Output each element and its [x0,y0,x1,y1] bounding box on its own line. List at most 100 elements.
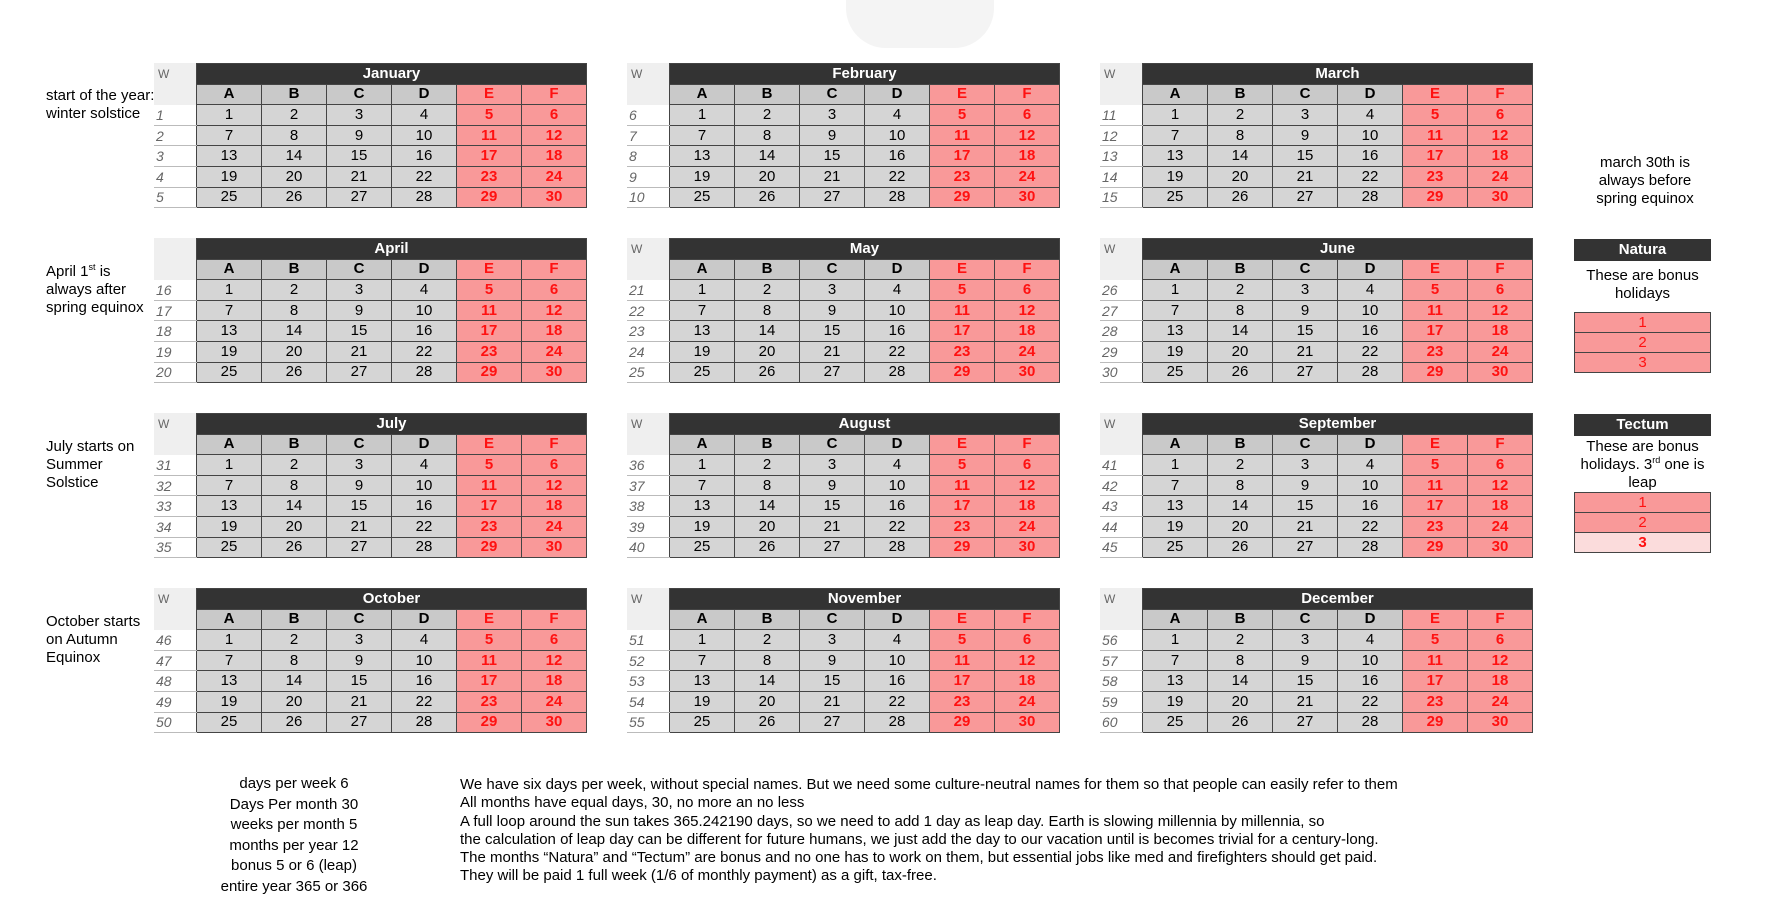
week-number: 12 [1100,125,1143,147]
day-cell: 16 [864,670,930,692]
weekday-header-e: E [929,433,995,456]
weekday-header-f: F [994,258,1060,281]
day-cell: 13 [196,320,262,342]
day-cell: 6 [994,104,1060,126]
day-cell: 1 [669,104,735,126]
note-april-equinox: April 1st is always after spring equinox [46,263,158,317]
week-number: 44 [1100,516,1143,538]
day-cell: 3 [326,454,392,476]
day-cell: 14 [734,670,800,692]
week-column-label: W [627,413,669,455]
day-cell: 18 [994,320,1060,342]
day-cell: 15 [799,670,865,692]
natura-day-1: 1 [1574,312,1711,333]
day-cell: 3 [1272,279,1338,301]
day-cell: 9 [1272,649,1338,672]
week-number: 58 [1100,670,1143,692]
day-cell: 17 [1402,145,1468,167]
header-decoration [846,0,994,48]
weekday-header-b: B [261,83,327,106]
month-table: November A B C D E F 51 1 2 3 4 5 6 52 7 8 9 10 11 12 53 13 14 1… [627,588,1060,734]
day-cell: 10 [864,299,930,322]
day-cell: 11 [929,299,995,322]
week-number: 47 [154,650,197,672]
weekday-header-e: E [456,258,522,281]
day-cell: 11 [929,474,995,497]
day-cell: 30 [1467,186,1533,209]
day-cell: 25 [669,711,735,734]
day-cell: 8 [1207,299,1273,322]
week-number: 11 [1100,104,1143,126]
day-cell: 10 [391,124,457,147]
description-line: We have six days per week, without speci… [460,776,1398,793]
week-number: 45 [1100,537,1143,559]
day-cell: 5 [456,454,522,476]
day-cell: 25 [196,361,262,384]
day-cell: 21 [1272,165,1338,188]
day-cell: 16 [1337,320,1403,342]
day-cell: 20 [261,515,327,538]
day-cell: 3 [326,629,392,651]
day-cell: 21 [799,340,865,363]
day-cell: 4 [1337,454,1403,476]
day-cell: 6 [994,279,1060,301]
day-cell: 15 [326,495,392,517]
weekday-header-a: A [669,433,735,456]
day-cell: 8 [734,124,800,147]
day-cell: 10 [1337,124,1403,147]
day-cell: 14 [734,145,800,167]
day-cell: 16 [1337,495,1403,517]
description-line: All months have equal days, 30, no more … [460,794,805,812]
stat-days-per-week: days per week 6 [239,775,349,792]
weekday-header-c: C [326,608,392,631]
week-number: 28 [1100,320,1143,342]
day-cell: 26 [1207,186,1273,209]
month-table: August A B C D E F 36 1 2 3 4 5 6 37 7 8 9 10 11 12 38 13 14 15 1… [627,413,1060,559]
week-column-label: W [627,63,669,105]
day-cell: 16 [1337,145,1403,167]
day-cell: 4 [864,279,930,301]
day-cell: 11 [456,124,522,147]
day-cell: 28 [1337,711,1403,734]
weekday-header-c: C [326,433,392,456]
weekday-header-b: B [734,83,800,106]
weekday-header-e: E [1402,433,1468,456]
day-cell: 25 [669,536,735,559]
week-number: 52 [627,650,670,672]
day-cell: 9 [326,474,392,497]
day-cell: 24 [521,165,587,188]
weekday-header-e: E [929,83,995,106]
day-cell: 12 [521,474,587,497]
day-cell: 10 [391,474,457,497]
day-cell: 1 [1142,629,1208,651]
day-cell: 26 [261,186,327,209]
day-cell: 22 [1337,690,1403,713]
day-cell: 26 [734,536,800,559]
day-cell: 30 [1467,361,1533,384]
day-cell: 17 [456,670,522,692]
day-cell: 23 [929,690,995,713]
day-cell: 18 [1467,670,1533,692]
day-cell: 20 [1207,165,1273,188]
day-cell: 12 [994,474,1060,497]
weekday-header-e: E [456,83,522,106]
day-cell: 23 [456,165,522,188]
week-number: 4 [154,166,197,188]
week-number: 8 [627,145,670,167]
weekday-header-b: B [261,433,327,456]
month-table: June A B C D E F 26 1 2 3 4 5 6 27 7 8 9 10 11 12 28 13 14 15 16 1… [1100,238,1533,384]
day-cell: 17 [1402,495,1468,517]
day-cell: 24 [994,690,1060,713]
day-cell: 25 [1142,361,1208,384]
weekday-header-e: E [929,258,995,281]
day-cell: 15 [326,670,392,692]
day-cell: 11 [1402,299,1468,322]
day-cell: 27 [326,711,392,734]
month-table: December A B C D E F 56 1 2 3 4 5 6 57 7 8 9 10 11 12 58 13 14 1… [1100,588,1533,734]
day-cell: 28 [391,186,457,209]
stat-months-per-year: months per year 12 [229,836,359,854]
day-cell: 24 [1467,340,1533,363]
day-cell: 6 [521,629,587,651]
week-column-label: W [1100,238,1142,280]
day-cell: 21 [1272,690,1338,713]
